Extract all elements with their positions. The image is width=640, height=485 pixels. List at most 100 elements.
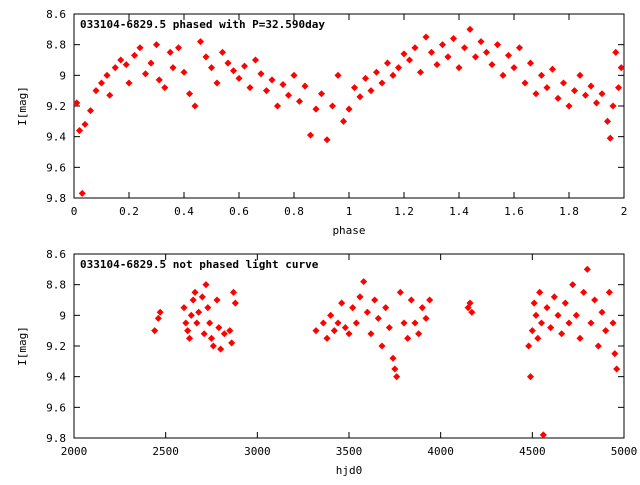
data-points bbox=[73, 25, 625, 197]
y-tick-label: 8.8 bbox=[46, 39, 66, 52]
data-point bbox=[530, 299, 538, 307]
data-point bbox=[609, 102, 617, 110]
data-point bbox=[207, 64, 216, 72]
data-point bbox=[166, 48, 174, 56]
data-point bbox=[393, 373, 401, 381]
data-point bbox=[554, 94, 562, 102]
data-point bbox=[185, 90, 194, 98]
data-point bbox=[532, 311, 540, 319]
data-point bbox=[349, 304, 357, 312]
data-point bbox=[466, 299, 474, 307]
data-point bbox=[136, 44, 144, 52]
x-tick-label: 0 bbox=[71, 205, 78, 218]
data-point bbox=[273, 102, 282, 110]
data-point bbox=[466, 25, 474, 33]
data-point bbox=[404, 334, 412, 342]
data-point bbox=[382, 304, 390, 312]
data-point bbox=[468, 308, 476, 316]
data-point bbox=[537, 319, 546, 327]
y-tick-label: 9 bbox=[59, 309, 66, 322]
data-point bbox=[228, 339, 236, 347]
data-point bbox=[550, 293, 558, 301]
data-point bbox=[334, 319, 342, 327]
data-point bbox=[526, 373, 535, 381]
data-point bbox=[611, 350, 619, 358]
data-point bbox=[198, 293, 206, 301]
data-point bbox=[363, 308, 371, 316]
data-point bbox=[592, 99, 601, 107]
data-point bbox=[400, 50, 408, 58]
data-point bbox=[323, 136, 331, 144]
x-tick-label: 0.6 bbox=[229, 205, 249, 218]
data-point bbox=[488, 61, 496, 69]
data-point bbox=[547, 324, 555, 332]
y-tick-label: 9.8 bbox=[46, 192, 66, 205]
data-point bbox=[151, 327, 159, 335]
data-point bbox=[204, 304, 212, 312]
data-point bbox=[141, 70, 150, 78]
phased-light-curve-panel: 033104-6829.5 phased with P=32.590day ph… bbox=[16, 8, 627, 237]
data-point bbox=[217, 345, 225, 353]
axis-ticks: 2000 2500 3000 3500 4000 4500 5000 8.6 8.8 9 9.2 9.… bbox=[46, 248, 637, 458]
data-point bbox=[471, 53, 480, 61]
data-point bbox=[262, 87, 271, 95]
y-tick-label: 9.8 bbox=[46, 432, 66, 445]
data-point bbox=[125, 79, 133, 87]
data-point bbox=[543, 84, 551, 92]
data-point bbox=[415, 330, 423, 338]
data-point bbox=[361, 74, 370, 82]
y-tick-label: 9.4 bbox=[46, 371, 66, 384]
x-tick-label: 0.4 bbox=[174, 205, 194, 218]
data-point bbox=[572, 311, 580, 319]
data-point bbox=[422, 314, 430, 322]
data-point bbox=[156, 308, 164, 316]
data-point bbox=[345, 105, 353, 113]
data-point bbox=[576, 334, 584, 342]
x-tick-label: 2500 bbox=[152, 445, 179, 458]
x-tick-label: 2 bbox=[621, 205, 628, 218]
data-point bbox=[202, 281, 210, 289]
data-point bbox=[200, 330, 208, 338]
data-point bbox=[231, 299, 239, 307]
x-tick-label: 1.8 bbox=[559, 205, 579, 218]
data-point bbox=[521, 79, 529, 87]
data-point bbox=[213, 79, 221, 87]
data-point bbox=[220, 330, 228, 338]
data-point bbox=[196, 38, 205, 46]
data-point bbox=[482, 48, 491, 56]
data-point bbox=[111, 64, 119, 72]
y-tick-label: 9.2 bbox=[46, 340, 66, 353]
data-point bbox=[251, 56, 260, 64]
plot-area-frame bbox=[73, 253, 625, 439]
data-point bbox=[122, 61, 130, 69]
data-point bbox=[603, 117, 612, 125]
data-point bbox=[240, 62, 249, 70]
data-point bbox=[617, 64, 625, 72]
data-point bbox=[229, 67, 238, 75]
data-point bbox=[356, 93, 364, 101]
data-point bbox=[598, 90, 606, 98]
data-point bbox=[539, 431, 547, 439]
data-point bbox=[97, 79, 106, 87]
data-point bbox=[427, 48, 436, 56]
data-point bbox=[268, 76, 276, 84]
data-point bbox=[191, 102, 199, 110]
data-point bbox=[537, 71, 546, 79]
data-point bbox=[583, 265, 591, 273]
data-point bbox=[372, 68, 381, 76]
data-point bbox=[605, 288, 613, 296]
data-point bbox=[339, 117, 348, 125]
data-point bbox=[554, 311, 562, 319]
y-tick-label: 8.6 bbox=[46, 248, 66, 261]
data-point bbox=[613, 365, 621, 373]
data-point bbox=[323, 334, 331, 342]
data-point bbox=[215, 324, 223, 332]
data-point bbox=[580, 288, 588, 296]
data-point bbox=[92, 87, 100, 95]
data-point bbox=[117, 56, 125, 64]
data-point bbox=[525, 342, 533, 350]
data-point bbox=[418, 304, 426, 312]
data-point bbox=[182, 319, 190, 327]
data-point bbox=[154, 314, 162, 322]
